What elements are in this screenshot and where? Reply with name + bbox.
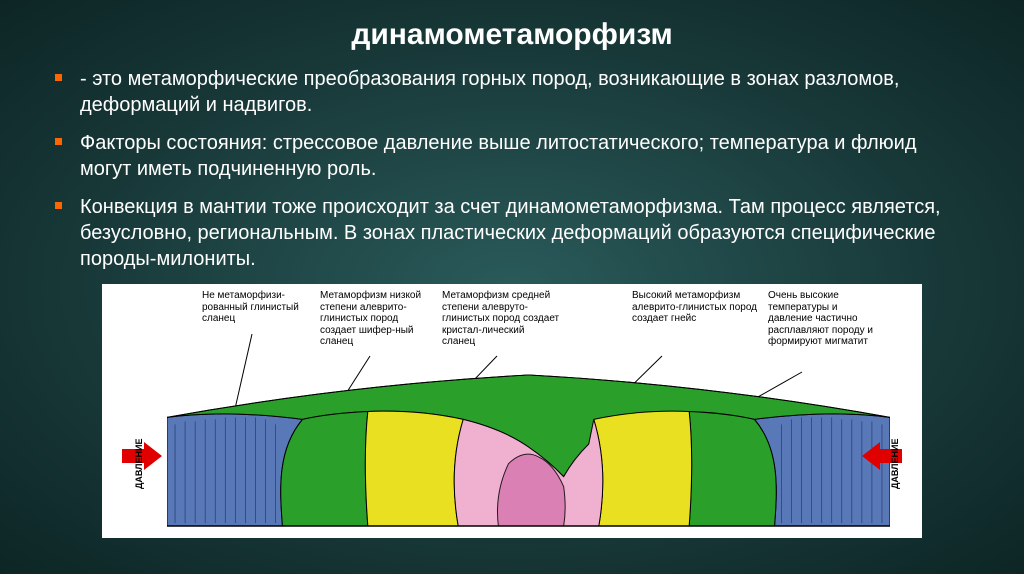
bullet-row: - это метаморфические преобразования гор… — [55, 66, 969, 118]
pressure-label-right: ДАВЛЕНИЕ — [890, 439, 900, 489]
bullet-row: Конвекция в мантии тоже происходит за сч… — [55, 194, 969, 272]
pressure-label-left: ДАВЛЕНИЕ — [134, 439, 144, 489]
callout-1: Не метаморфизи-рованный глинистый сланец — [202, 290, 312, 325]
page-title: динамометаморфизм — [55, 18, 969, 52]
callout-3: Метаморфизм средней степени алевруто-гли… — [442, 290, 560, 348]
metamorphism-diagram: Не метаморфизи-рованный глинистый сланец… — [102, 284, 922, 538]
bullet-icon — [55, 74, 62, 81]
geology-cross-section — [167, 370, 890, 528]
bullet-text-2: Факторы состояния: стрессовое давление в… — [80, 130, 969, 182]
callout-4: Высокий метаморфизм алеврито-глинистых п… — [632, 290, 760, 325]
bullet-row: Факторы состояния: стрессовое давление в… — [55, 130, 969, 182]
bullet-icon — [55, 202, 62, 209]
bullet-text-3: Конвекция в мантии тоже происходит за сч… — [80, 194, 969, 272]
bullet-icon — [55, 138, 62, 145]
callout-2: Метаморфизм низкой степени алеврито-глин… — [320, 290, 435, 348]
pressure-arrow-right-head — [862, 442, 880, 470]
bullet-text-1: - это метаморфические преобразования гор… — [80, 66, 969, 118]
pressure-arrow-left-head — [144, 442, 162, 470]
callout-5: Очень высокие температуры и давление час… — [768, 290, 883, 348]
